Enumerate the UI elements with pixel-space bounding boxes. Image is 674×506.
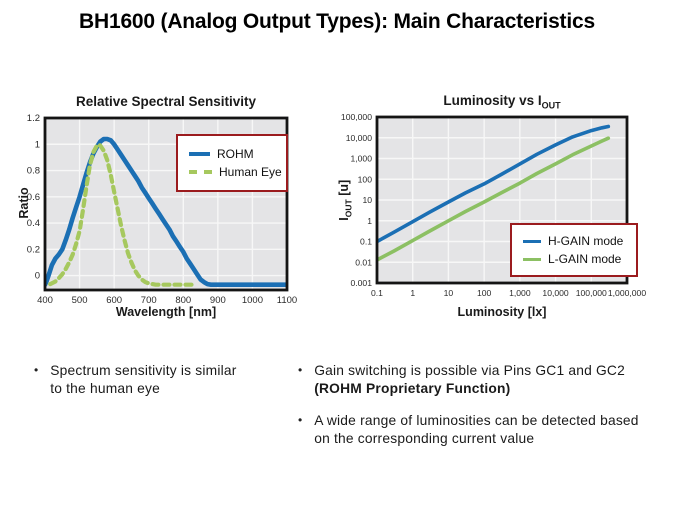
x-tick-label: 10,000 [542,288,569,298]
legend-item-rohm: ROHM [189,147,286,161]
spectral-chart-y-axis-label: Ratio [17,187,31,219]
legend-label-human-eye: Human Eye [219,165,282,179]
series-line-rohm [45,136,287,287]
x-tick-label: 1 [410,288,415,298]
legend-label-h-gain: H-GAIN mode [548,234,624,248]
bullet-marker: • [298,413,303,427]
y-label-subscript: OUT [343,199,354,218]
y-tick-label: 100 [358,174,373,184]
human-eye-line-swatch-icon [189,170,212,174]
spectral-sensitivity-chart: Relative Spectral Sensitivity 400 500 600 7… [14,92,310,332]
y-tick-label: 10,000 [346,133,373,143]
y-tick-label: 1.2 [27,113,40,124]
x-tick-label: 800 [175,295,191,306]
series-line-human-eye [48,142,196,287]
y-tick-label: 1 [367,216,372,226]
luminosity-chart-title: Luminosity vs IOUT [377,93,627,111]
bullet-text-normal: Gain switching is possible via Pins GC1 … [314,363,625,378]
x-tick-label: 500 [72,295,88,306]
bullet-text: Spectrum sensitivity is similar to the h… [50,363,237,396]
y-tick-label: 1 [35,139,40,150]
x-tick-label: 100 [477,288,492,298]
y-label-pre: I [336,217,351,221]
luminosity-chart-legend: H-GAIN mode L-GAIN mode [510,223,638,277]
y-tick-label: 100,000 [341,112,372,122]
y-tick-label: 0.001 [350,278,372,288]
series-line-l-gain-mode [377,136,611,262]
y-tick-label: 0.4 [27,218,40,229]
spectral-chart-x-axis-label: Wavelength [nm] [115,305,217,319]
x-tick-label: 700 [141,295,157,306]
h-gain-line-swatch-icon [523,239,541,243]
left-bullet-list: • Spectrum sensitivity is similar to the… [34,362,274,412]
x-tick-label: 10 [444,288,454,298]
x-tick-label: 0.1 [371,288,383,298]
x-tick-label: 600 [106,295,122,306]
bullet-marker: • [298,363,303,377]
legend-item-human-eye: Human Eye [189,165,286,179]
plot-border [43,116,289,292]
legend-label-rohm: ROHM [217,147,254,161]
bullet-marker: • [34,363,39,377]
y-tick-label: 0.2 [27,244,40,255]
spectral-chart-canvas: 400 500 600 700 800 900 1000 1100 0 0.2 0.4 0.6 0.8 1… [27,113,297,306]
y-tick-label: 0.01 [355,257,372,267]
y-tick-label: 0 [35,271,40,282]
plot-border [375,115,629,285]
y-label-post: [u] [336,179,351,200]
x-tick-label: 1,000 [509,288,531,298]
luminosity-iout-chart: Luminosity vs IOUT 0.1 1 10 100 1,000 10,000 1… [332,90,668,330]
x-tick-label: 1000 [242,295,263,306]
y-tick-label: 10 [362,195,372,205]
rohm-line-swatch-icon [189,152,210,156]
luminosity-chart-title-main: Luminosity vs I [443,93,542,108]
legend-item-l-gain: L-GAIN mode [523,252,636,266]
y-tick-label: 0.6 [27,192,40,203]
x-tick-label: 1100 [277,295,297,306]
bullet-gain-switching: • Gain switching is possible via Pins GC… [298,362,658,397]
l-gain-line-swatch-icon [523,257,541,261]
x-tick-label: 400 [37,295,53,306]
spectral-chart-title: Relative Spectral Sensitivity [75,94,257,109]
legend-label-l-gain: L-GAIN mode [548,252,622,266]
bullet-spectrum-sensitivity: • Spectrum sensitivity is similar to the… [34,362,274,397]
y-tick-label: 0.8 [27,166,40,177]
bullet-text-bold: (ROHM Proprietary Function) [314,380,511,396]
bullet-wide-range: • A wide range of luminosities can be de… [298,412,658,447]
luminosity-chart-title-subscript: OUT [541,100,561,111]
x-tick-label: 900 [210,295,226,306]
y-tick-label: 1,000 [350,154,372,164]
legend-item-h-gain: H-GAIN mode [523,234,636,248]
x-tick-label: 1,000,000 [608,288,646,298]
y-tick-label: 0.1 [360,237,372,247]
luminosity-chart-x-axis-label: Luminosity [lx] [457,305,547,319]
spectral-chart-legend: ROHM Human Eye [176,134,288,192]
series-line-h-gain-mode [377,124,611,244]
page-title: BH1600 (Analog Output Types): Main Chara… [79,10,595,33]
luminosity-chart-canvas: 0.1 1 10 100 1,000 10,000 100,000 1,000,0000.00… [341,112,646,298]
right-bullet-list: • Gain switching is possible via Pins GC… [298,362,658,462]
bullet-text: Gain switching is possible via Pins GC1 … [314,362,646,397]
luminosity-chart-y-axis-label: IOUT [u] [337,117,354,283]
bullet-text: A wide range of luminosities can be dete… [314,413,639,446]
x-tick-label: 100,000 [576,288,607,298]
